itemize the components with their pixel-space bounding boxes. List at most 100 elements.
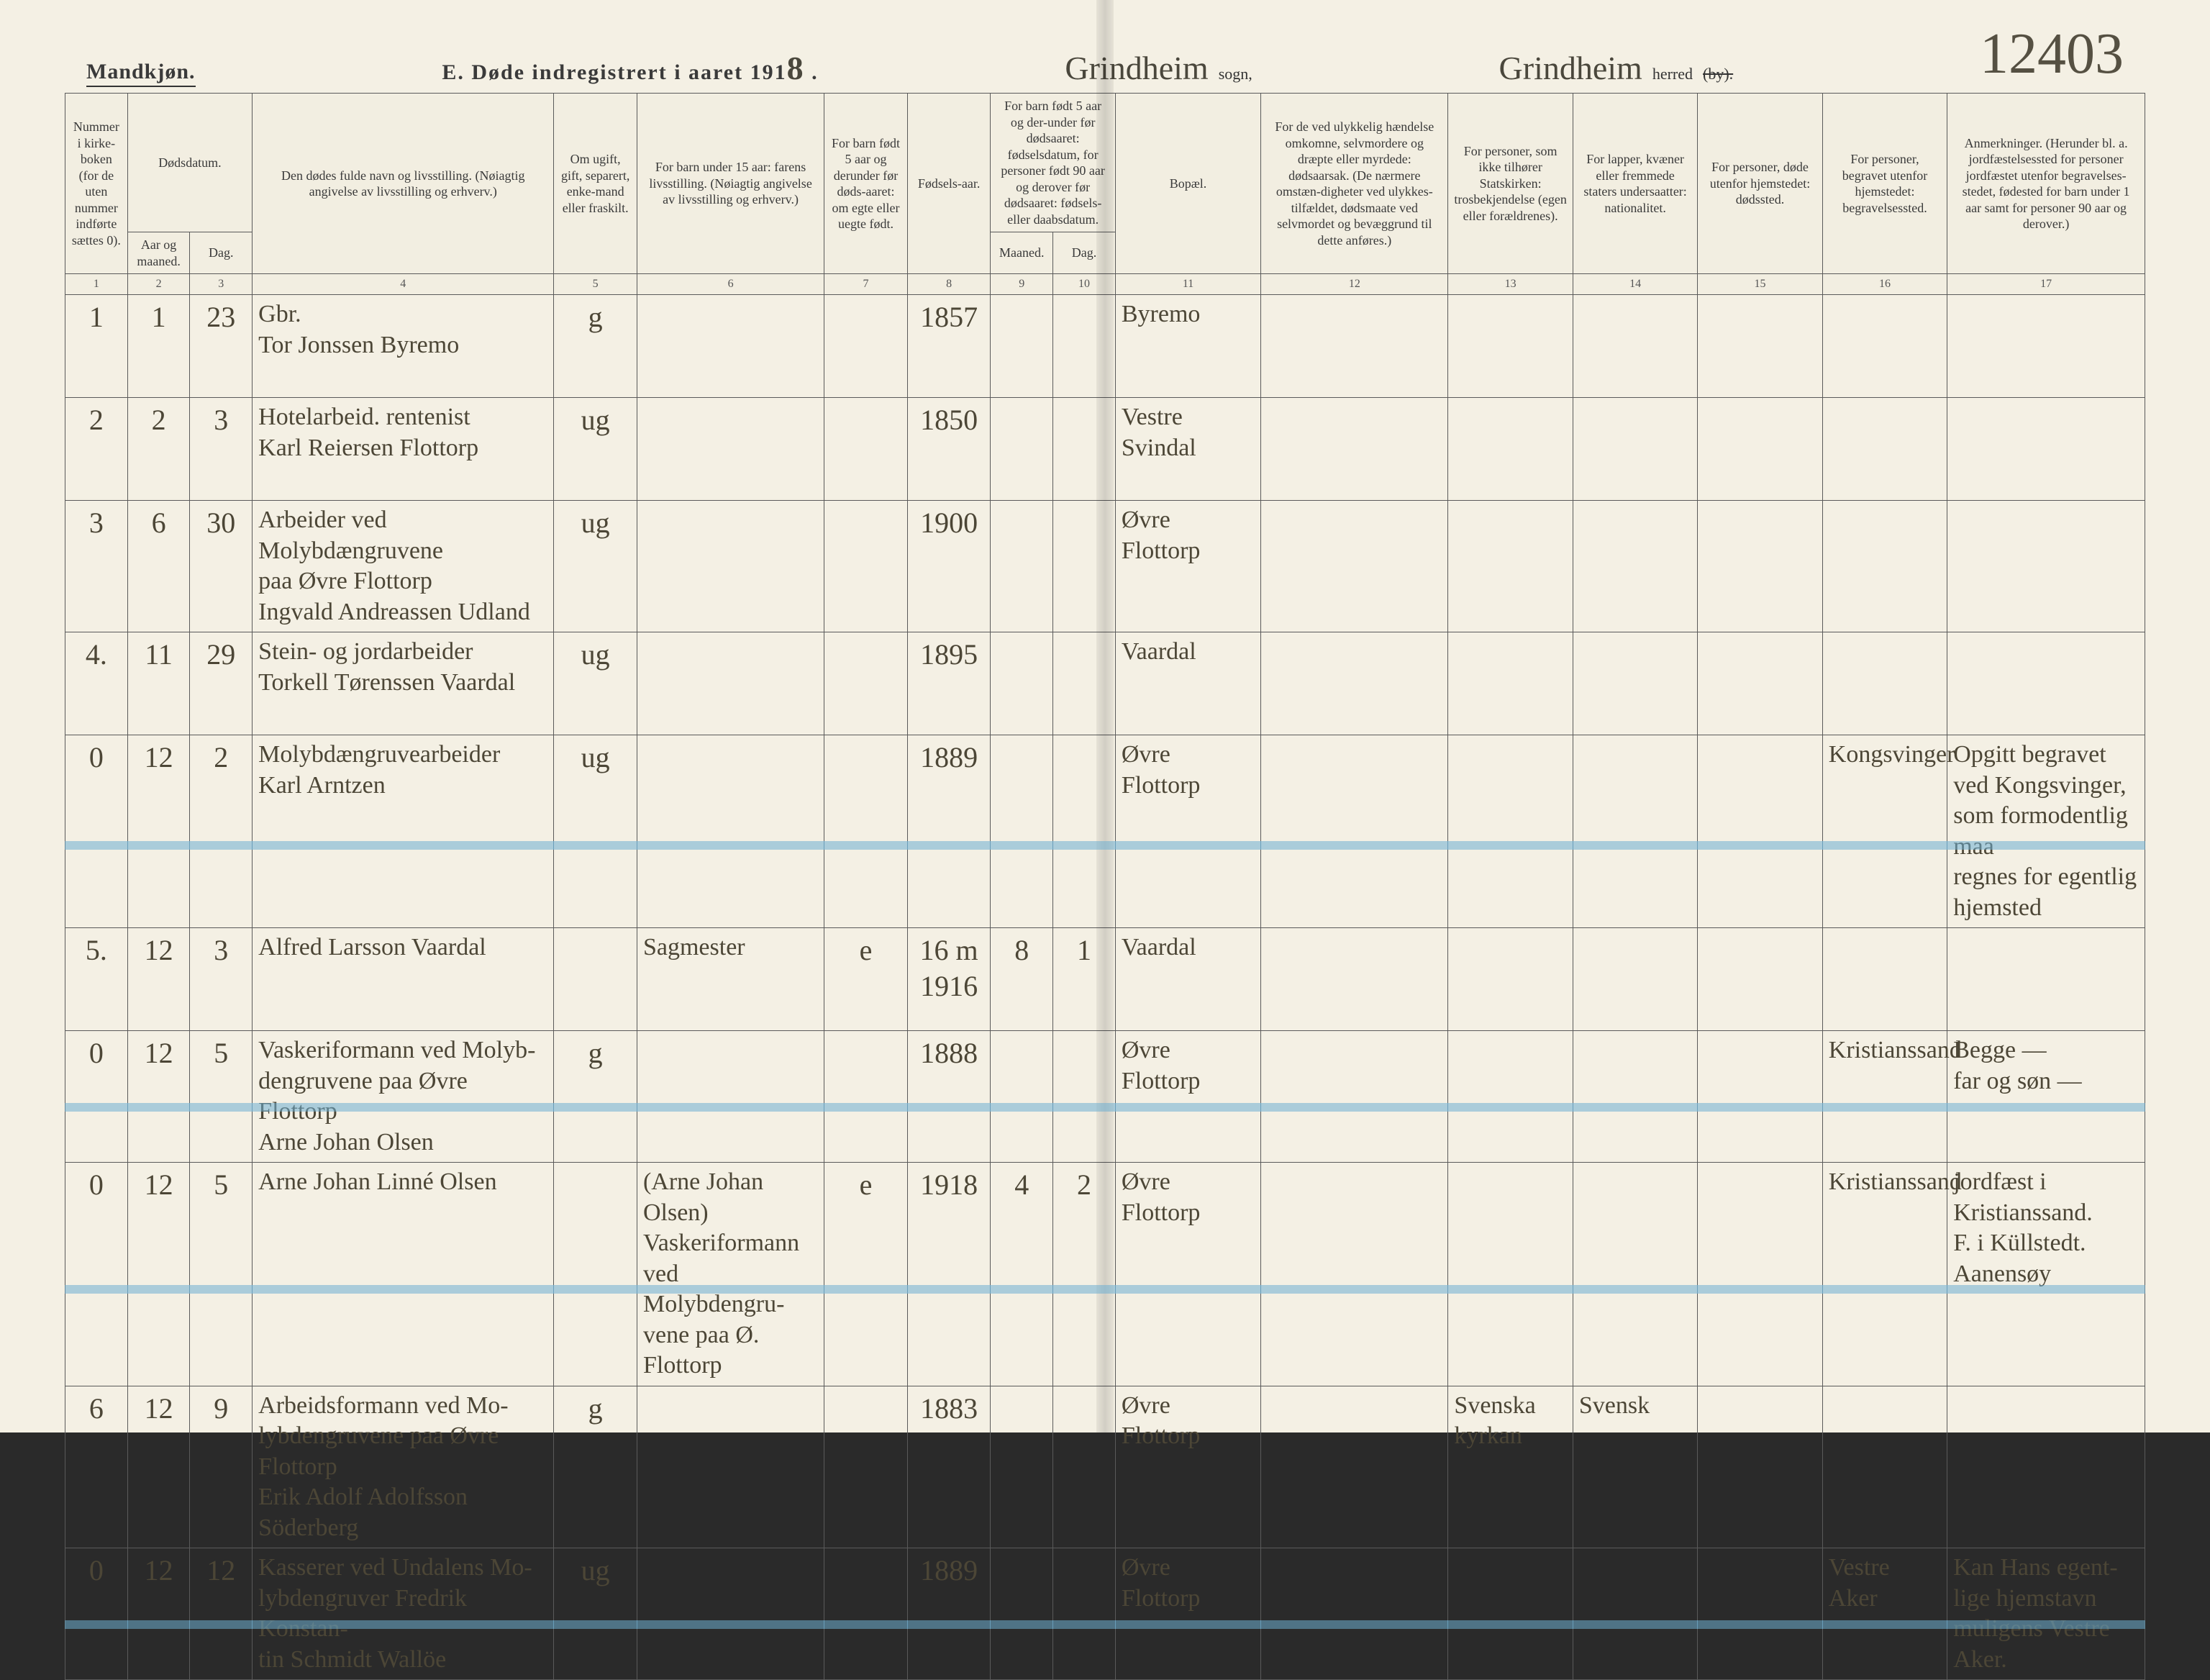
- cell: [1053, 1386, 1116, 1548]
- title-dot: .: [811, 60, 819, 84]
- cell: [1698, 398, 1822, 501]
- cell: [1448, 928, 1573, 1031]
- cell: [1448, 1548, 1573, 1680]
- cell: [1448, 1031, 1573, 1163]
- cell: [1448, 501, 1573, 632]
- cell: [1261, 1031, 1448, 1163]
- cell: [1698, 501, 1822, 632]
- cell: 12: [190, 1548, 253, 1680]
- col-header-6: For barn under 15 aar: farens livsstilli…: [637, 94, 824, 274]
- colnum: 10: [1053, 274, 1116, 295]
- cell: [1053, 398, 1116, 501]
- cell: [1053, 632, 1116, 735]
- cell: e: [824, 928, 908, 1031]
- cell: 1: [127, 295, 190, 398]
- col-header-10: Dag.: [1053, 232, 1116, 274]
- cell: Vaskeriformann ved Molyb- dengruvene paa…: [253, 1031, 554, 1163]
- cell: [1448, 295, 1573, 398]
- cell: [1698, 632, 1822, 735]
- cell: 1888: [907, 1031, 991, 1163]
- cell: [991, 295, 1053, 398]
- cell: Vestre Aker: [1822, 1548, 1947, 1680]
- cell: 3: [65, 501, 128, 632]
- cell: [1261, 735, 1448, 928]
- colnum: 1: [65, 274, 128, 295]
- cell: 16 m 1916: [907, 928, 991, 1031]
- table-row: 0125Vaskeriformann ved Molyb- dengruvene…: [65, 1031, 2145, 1163]
- cell: [824, 632, 908, 735]
- cell: Arbeidsformann ved Mo- lybdengruvene paa…: [253, 1386, 554, 1548]
- cell: [1822, 928, 1947, 1031]
- cell: [1698, 735, 1822, 928]
- cell: [1261, 295, 1448, 398]
- cell: [1448, 1163, 1573, 1386]
- col-header-9g: For barn født 5 aar og der-under før død…: [991, 94, 1115, 232]
- death-register-table: Nummer i kirke-boken (for de uten nummer…: [65, 93, 2145, 1680]
- table-row: 223Hotelarbeid. rentenist Karl Reiersen …: [65, 398, 2145, 501]
- col-header-11: Bopæl.: [1115, 94, 1260, 274]
- cell: [1573, 632, 1697, 735]
- herred-value: Grindheim: [1499, 49, 1642, 87]
- sogn-field: Grindheim sogn,: [1065, 49, 1252, 87]
- colnum: 16: [1822, 274, 1947, 295]
- colnum: 9: [991, 274, 1053, 295]
- colnum: 3: [190, 274, 253, 295]
- page-number: 12403: [1980, 22, 2124, 87]
- table-row: 0125Arne Johan Linné Olsen(Arne Johan Ol…: [65, 1163, 2145, 1386]
- cell: [1573, 398, 1697, 501]
- cell: (Arne Johan Olsen) Vaskeriformann ved Mo…: [637, 1163, 824, 1386]
- cell: ug: [554, 398, 637, 501]
- cell: [1573, 1548, 1697, 1680]
- cell: g: [554, 1031, 637, 1163]
- cell: ug: [554, 1548, 637, 1680]
- cell: 1889: [907, 1548, 991, 1680]
- cell: Begge — far og søn —: [1947, 1031, 2145, 1163]
- cell: 4: [991, 1163, 1053, 1386]
- col-header-1: Nummer i kirke-boken (for de uten nummer…: [65, 94, 128, 274]
- cell: ug: [554, 501, 637, 632]
- cell: [1261, 398, 1448, 501]
- col-header-7: For barn født 5 aar og derunder før døds…: [824, 94, 908, 274]
- cell: 0: [65, 735, 128, 928]
- cell: 0: [65, 1548, 128, 1680]
- col-header-5: Om ugift, gift, separert, enke-mand elle…: [554, 94, 637, 274]
- cell: [1698, 928, 1822, 1031]
- col-header-2: Aar og maaned.: [127, 232, 190, 274]
- cell: Svenska kyrkan: [1448, 1386, 1573, 1548]
- col-header-3: Dag.: [190, 232, 253, 274]
- cell: [824, 295, 908, 398]
- cell: 2: [1053, 1163, 1116, 1386]
- col-header-14: For lapper, kvæner eller fremmede stater…: [1573, 94, 1697, 274]
- cell: 1850: [907, 398, 991, 501]
- cell: [1698, 295, 1822, 398]
- cell: [637, 735, 824, 928]
- cell: Øvre Flottorp: [1115, 1386, 1260, 1548]
- cell: [824, 735, 908, 928]
- cell: [824, 501, 908, 632]
- cell: [991, 501, 1053, 632]
- cell: [1698, 1163, 1822, 1386]
- cell: 5: [190, 1163, 253, 1386]
- cell: [1573, 928, 1697, 1031]
- cell: 9: [190, 1386, 253, 1548]
- colnum: 15: [1698, 274, 1822, 295]
- colnum: 17: [1947, 274, 2145, 295]
- cell: Øvre Flottorp: [1115, 1031, 1260, 1163]
- colnum: 5: [554, 274, 637, 295]
- cell: 1883: [907, 1386, 991, 1548]
- col-header-17: Anmerkninger. (Herunder bl. a. jordfæste…: [1947, 94, 2145, 274]
- cell: [1053, 735, 1116, 928]
- cell: [1698, 1031, 1822, 1163]
- table-header: Nummer i kirke-boken (for de uten nummer…: [65, 94, 2145, 295]
- cell: 3: [190, 398, 253, 501]
- table-row: 5.123Alfred Larsson VaardalSagmestere16 …: [65, 928, 2145, 1031]
- cell: [1261, 501, 1448, 632]
- cell: [1053, 1031, 1116, 1163]
- cell: [554, 928, 637, 1031]
- col-header-13: For personer, som ikke tilhører Statskir…: [1448, 94, 1573, 274]
- colnum: 2: [127, 274, 190, 295]
- sogn-label: sogn,: [1219, 65, 1252, 83]
- cell: Byremo: [1115, 295, 1260, 398]
- cell: [991, 398, 1053, 501]
- cell: g: [554, 1386, 637, 1548]
